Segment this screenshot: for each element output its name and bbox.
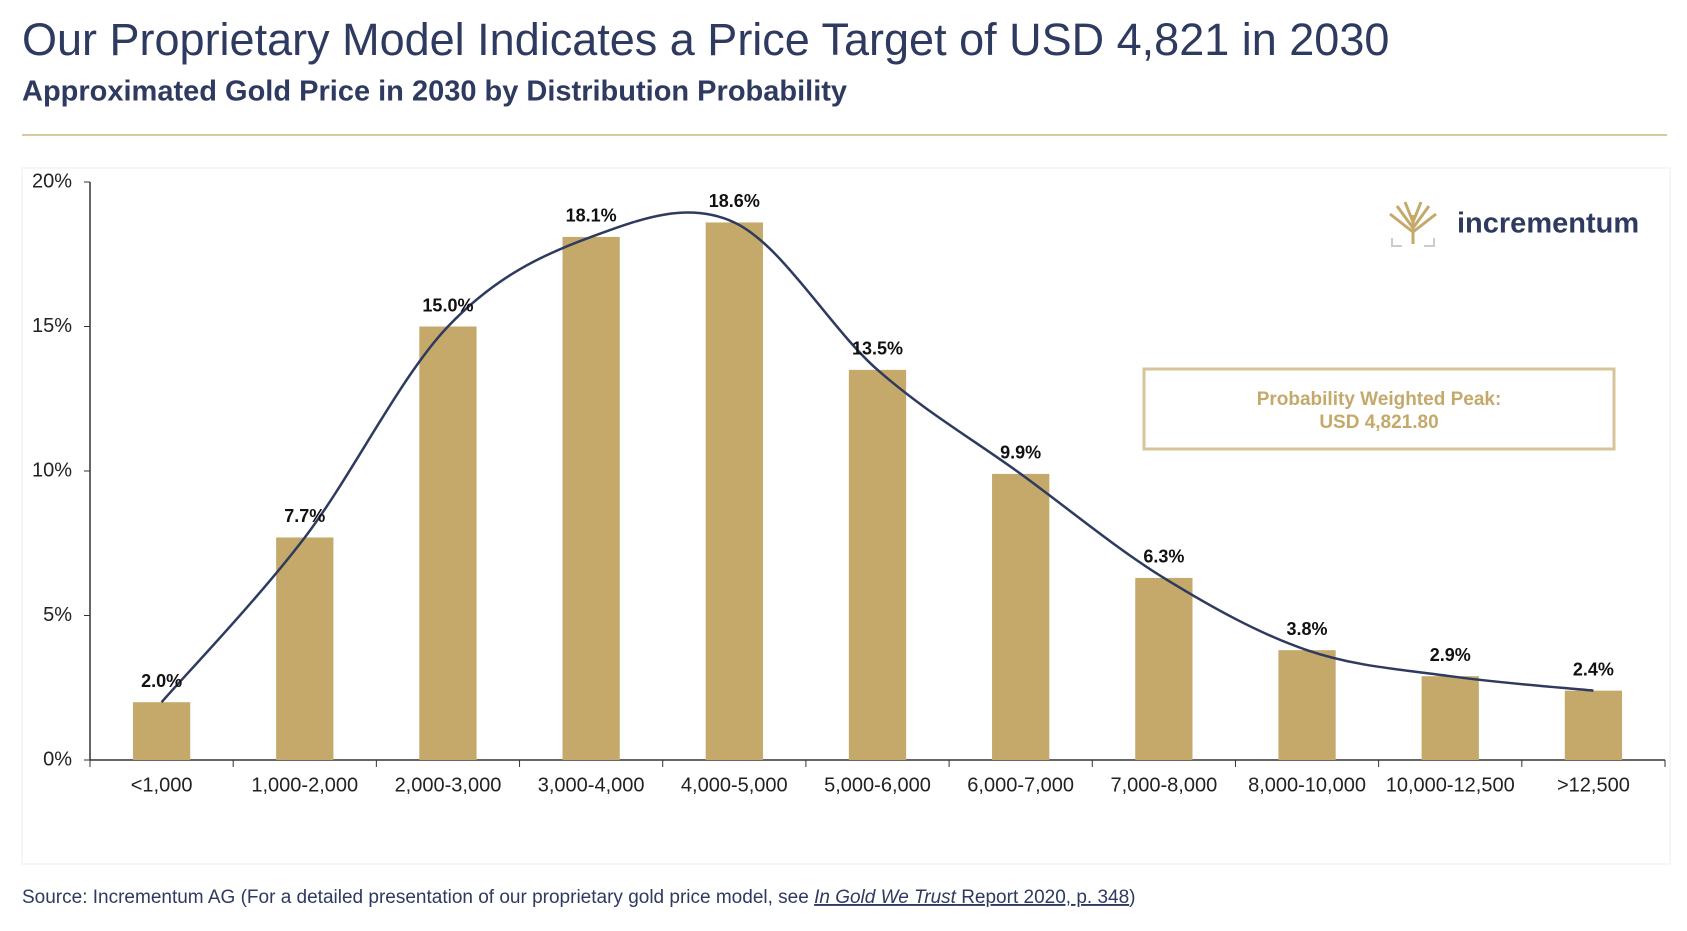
chart-frame — [21, 167, 1671, 865]
bar — [848, 369, 907, 760]
value-label: 3.8% — [1287, 619, 1328, 639]
bar — [705, 222, 763, 760]
value-label: 2.4% — [1573, 659, 1614, 679]
x-tick-label: 4,000-5,000 — [681, 774, 788, 796]
chart-subtitle: Approximated Gold Price in 2030 by Distr… — [22, 76, 847, 108]
source-link[interactable]: In Gold We Trust — [814, 887, 957, 908]
bar — [1421, 676, 1479, 760]
logo-icon — [1389, 201, 1437, 247]
bar — [419, 326, 477, 760]
x-tick-label: 1,000-2,000 — [251, 774, 358, 796]
value-label: 6.3% — [1143, 547, 1184, 567]
x-tick-label: 7,000-8,000 — [1110, 774, 1217, 796]
chart-title: Our Proprietary Model Indicates a Price … — [22, 14, 1389, 65]
y-tick-label: 15% — [32, 315, 72, 337]
x-tick-label: <1,000 — [131, 774, 193, 796]
x-tick-label: 2,000-3,000 — [395, 774, 502, 796]
bar — [562, 236, 620, 760]
bar — [276, 537, 334, 760]
y-tick-label: 0% — [43, 748, 72, 770]
value-label: 2.9% — [1430, 645, 1471, 665]
value-label: 7.7% — [284, 506, 325, 526]
value-label: 15.0% — [422, 295, 473, 315]
logo-text: incrementum — [1457, 208, 1639, 240]
x-tick-label: 10,000-12,500 — [1386, 774, 1515, 796]
value-label: 2.0% — [141, 671, 182, 691]
value-label: 13.5% — [852, 339, 903, 359]
x-tick-label: 3,000-4,000 — [538, 774, 645, 796]
source-link[interactable]: Report 2020, p. 348 — [956, 887, 1129, 908]
annotation-line: Probability Weighted Peak: — [1257, 389, 1502, 410]
source-text: ) — [1129, 887, 1135, 908]
y-tick-label: 5% — [43, 604, 72, 626]
annotation-line: USD 4,821.80 — [1319, 412, 1438, 433]
value-label: 18.6% — [709, 191, 760, 211]
fit-curve — [160, 211, 1594, 704]
bar — [1278, 650, 1336, 760]
y-tick-label: 20% — [32, 170, 72, 192]
value-label: 9.9% — [1000, 443, 1041, 463]
x-tick-label: 5,000-6,000 — [824, 774, 931, 796]
x-tick-label: 8,000-10,000 — [1248, 774, 1366, 796]
source-text: Source: Incrementum AG (For a detailed p… — [22, 887, 814, 908]
x-tick-label: >12,500 — [1557, 774, 1630, 796]
bar — [1564, 690, 1623, 760]
bar — [992, 473, 1050, 760]
bar — [1135, 577, 1193, 760]
bar — [132, 702, 191, 760]
y-tick-label: 10% — [32, 459, 72, 481]
x-tick-label: 6,000-7,000 — [967, 774, 1074, 796]
value-label: 18.1% — [566, 206, 617, 226]
source-note: Source: Incrementum AG (For a detailed p… — [22, 887, 1136, 908]
annotation-box — [1142, 367, 1616, 451]
logo: incrementum — [1389, 201, 1639, 247]
